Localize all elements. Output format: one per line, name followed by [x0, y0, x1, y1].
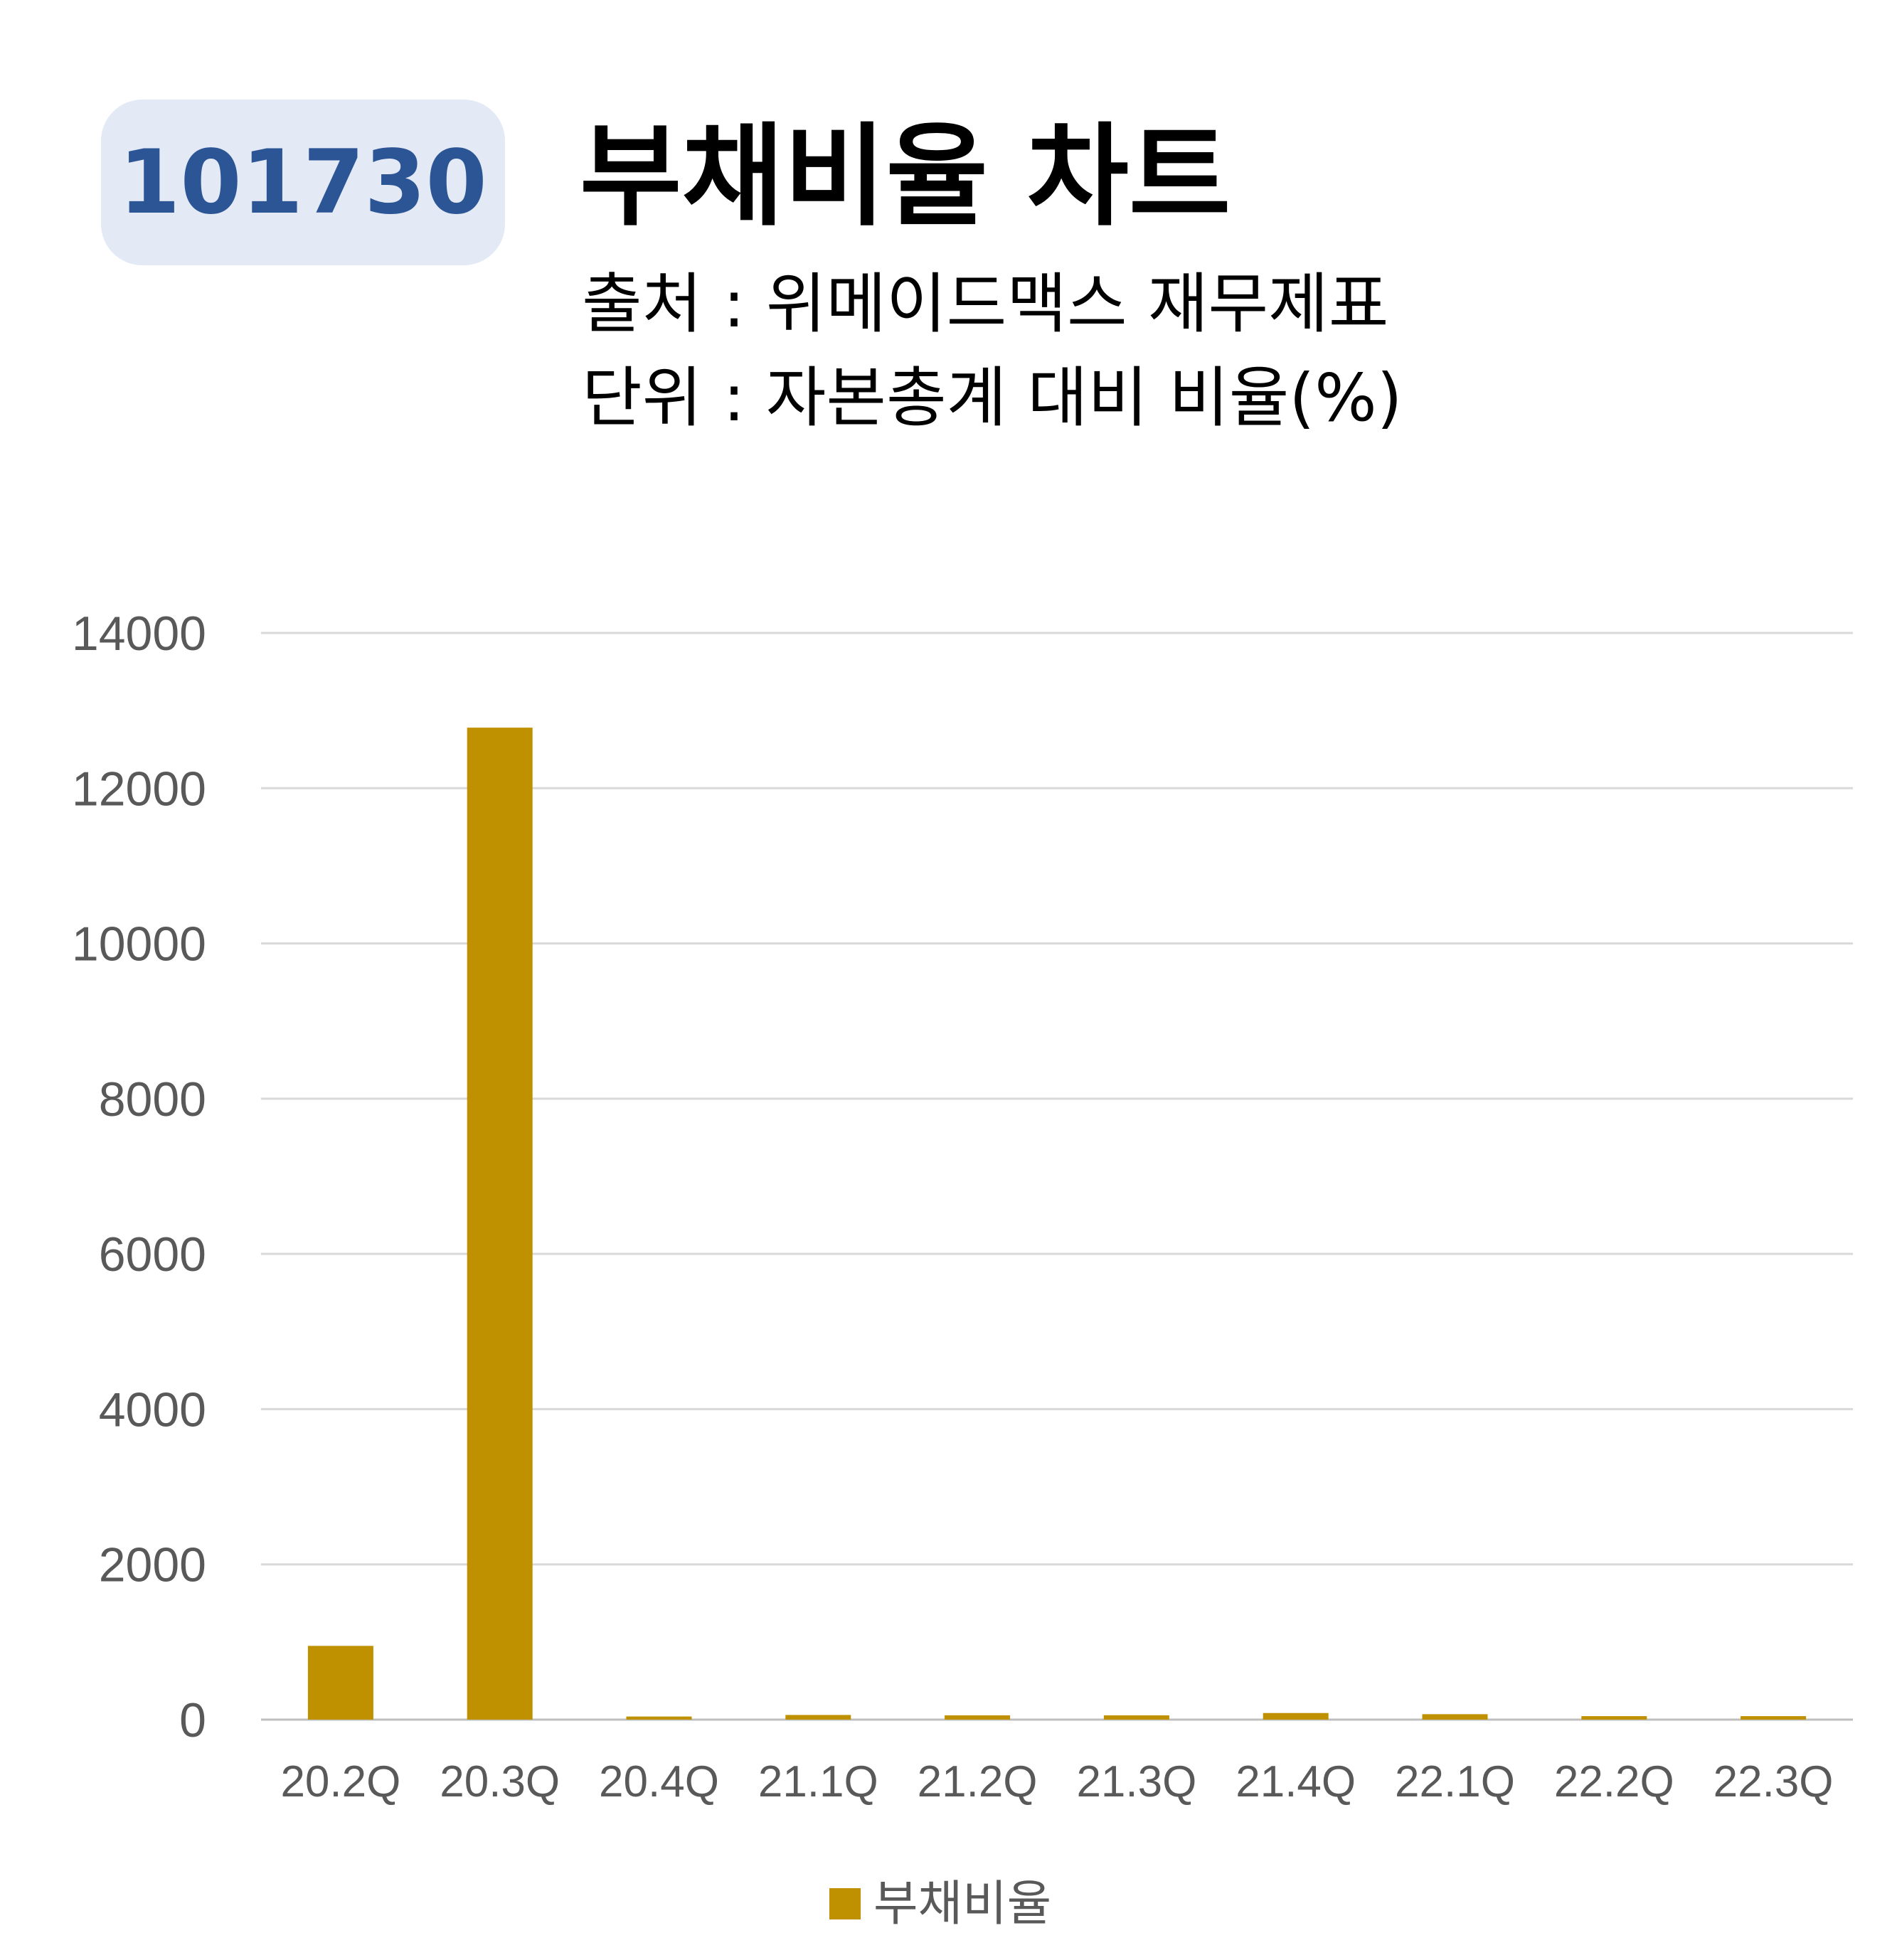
x-tick-label: 20.2Q — [280, 1757, 400, 1806]
x-tick-label: 20.4Q — [599, 1757, 719, 1806]
bar-21.4Q — [1263, 1713, 1329, 1720]
y-tick-label: 8000 — [99, 1072, 206, 1127]
x-tick-label: 21.4Q — [1236, 1757, 1356, 1806]
bar-22.2Q — [1581, 1716, 1647, 1720]
y-tick-label: 14000 — [72, 607, 206, 661]
x-tick-label: 22.2Q — [1554, 1757, 1674, 1806]
x-tick-label: 22.3Q — [1713, 1757, 1834, 1806]
unit-line: 단위 : 자본총계 대비 비율(%) — [582, 360, 1403, 436]
bar-20.3Q — [467, 728, 533, 1720]
stock-code-text: 101730 — [119, 131, 487, 234]
stock-code-badge: 101730 — [101, 100, 505, 265]
bar-20.4Q — [626, 1716, 692, 1720]
bar-22.3Q — [1741, 1716, 1807, 1720]
source-line: 출처 : 위메이드맥스 재무제표 — [582, 266, 1389, 342]
bar-21.3Q — [1103, 1715, 1169, 1720]
x-tick-label: 22.1Q — [1395, 1757, 1515, 1806]
x-tick-label: 21.1Q — [758, 1757, 878, 1806]
chart-title: 부채비율 차트 — [580, 112, 1231, 241]
y-axis-ticks: 0 2000 4000 6000 8000 10000 12000 14000 — [72, 607, 206, 1747]
y-tick-label: 4000 — [99, 1383, 206, 1437]
legend-label: 부채비율 — [873, 1876, 1051, 1932]
y-tick-label: 0 — [179, 1693, 206, 1747]
y-tick-label: 12000 — [72, 762, 206, 816]
x-axis-ticks: 20.2Q 20.3Q 20.4Q 21.1Q 21.2Q 21.3Q 21.4Q 22.1Q… — [280, 1757, 1833, 1806]
bars — [307, 728, 1807, 1720]
x-tick-label: 21.3Q — [1076, 1757, 1196, 1806]
x-tick-label: 20.3Q — [440, 1757, 560, 1806]
bar-21.2Q — [945, 1715, 1011, 1720]
legend: 부채비율 — [829, 1876, 1051, 1932]
bar-21.1Q — [785, 1715, 851, 1720]
y-tick-label: 2000 — [99, 1538, 206, 1592]
bar-20.2Q — [307, 1646, 373, 1720]
y-tick-label: 10000 — [72, 917, 206, 971]
x-tick-label: 21.2Q — [918, 1757, 1038, 1806]
bar-22.1Q — [1422, 1714, 1488, 1720]
y-tick-label: 6000 — [99, 1227, 206, 1282]
legend-swatch — [829, 1888, 861, 1919]
